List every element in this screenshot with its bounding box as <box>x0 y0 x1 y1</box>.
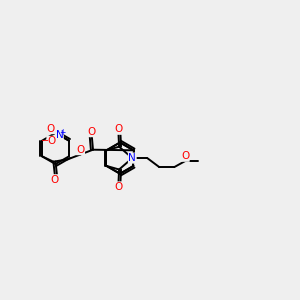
Text: O: O <box>76 145 85 155</box>
Text: −: − <box>41 136 49 146</box>
Text: O: O <box>46 124 55 134</box>
Text: O: O <box>181 151 189 161</box>
Text: O: O <box>47 136 55 146</box>
Text: O: O <box>114 182 123 192</box>
Text: O: O <box>51 175 59 185</box>
Text: O: O <box>114 124 123 134</box>
Text: N: N <box>128 153 136 163</box>
Text: N: N <box>56 130 63 140</box>
Text: +: + <box>59 128 66 137</box>
Text: O: O <box>88 127 96 137</box>
